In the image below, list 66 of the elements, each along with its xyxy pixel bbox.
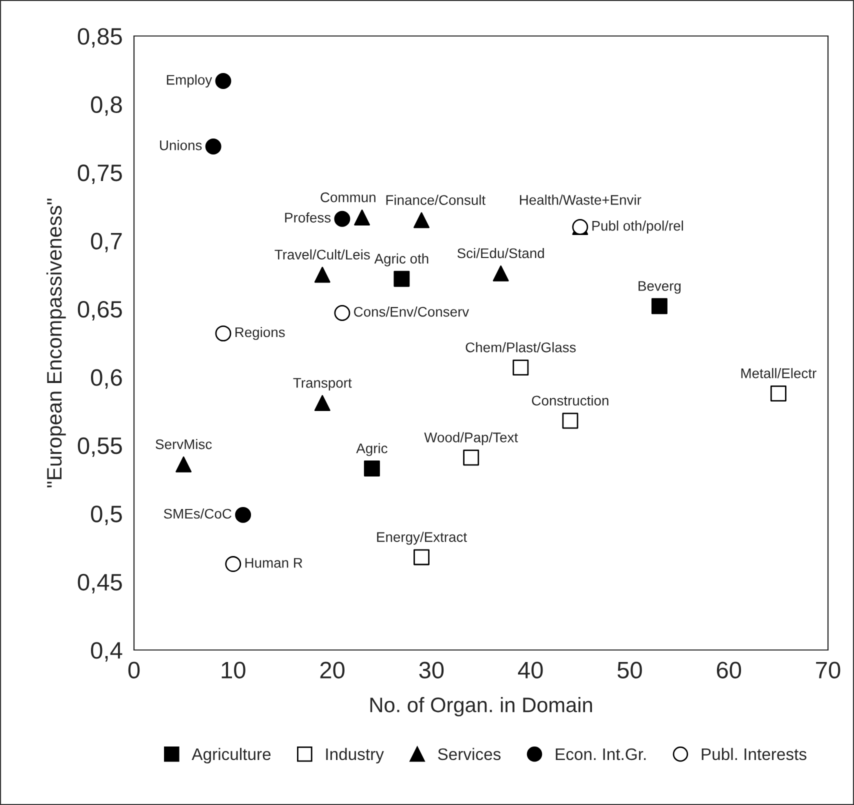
x-tick-label: 50 xyxy=(618,662,642,678)
annotation: Unions xyxy=(160,140,202,150)
y-tick-label: 0,6 xyxy=(90,369,122,389)
annotation: Energy/Extract xyxy=(377,532,467,545)
point xyxy=(334,210,350,227)
point xyxy=(463,450,480,466)
x-tick-label: 10 xyxy=(222,662,246,678)
y-tick-label: 0,75 xyxy=(78,164,122,184)
x-tick-label: 30 xyxy=(419,662,444,678)
point xyxy=(414,549,430,566)
point xyxy=(770,386,786,402)
point xyxy=(562,412,578,429)
y-tick-label: 0,7 xyxy=(90,232,122,252)
annotation: Regions xyxy=(235,326,285,340)
point xyxy=(394,270,410,287)
point xyxy=(176,456,192,472)
y-tick-label: 0,45 xyxy=(78,574,122,594)
point xyxy=(314,266,330,283)
y-tick-label: 0,5 xyxy=(90,506,122,526)
annotation: Commun xyxy=(320,192,376,202)
y-tick-label: 0,85 xyxy=(78,28,122,48)
point xyxy=(215,73,232,90)
annotation: Profess xyxy=(285,212,331,223)
annotation: Wood/Pap/Text xyxy=(424,432,518,446)
annotation: Chem/Plast/Glass xyxy=(466,342,576,352)
legend-label: Services xyxy=(438,748,501,760)
annotation: ServMisc xyxy=(156,438,212,450)
legend-label: Econ. Int.Gr. xyxy=(556,748,646,760)
y-tick-label: 0,55 xyxy=(78,437,122,457)
annotation: Travel/Cult/Leis xyxy=(274,249,370,260)
annotation: Health/Waste+Envir xyxy=(520,194,642,205)
legend-label: Publ. Interests xyxy=(702,748,806,760)
x-tick-label: 40 xyxy=(518,662,543,678)
point xyxy=(364,460,380,477)
x-tick-label: 20 xyxy=(320,662,344,678)
annotation: Employ xyxy=(166,74,212,88)
annotation: Cons/Env/Conserv xyxy=(354,306,470,317)
y-tick-label: 0,65 xyxy=(78,300,122,320)
annotation: Agric oth xyxy=(374,253,428,266)
point xyxy=(314,395,330,412)
x-tick-label: 70 xyxy=(816,662,840,678)
annotation: Sci/Edu/Stand xyxy=(457,248,544,258)
point xyxy=(492,265,509,282)
point xyxy=(354,209,370,226)
annotation: Construction xyxy=(532,395,608,406)
x-tick-label: 60 xyxy=(716,662,742,678)
y-axis-title: "European Encompassiveness" xyxy=(46,198,66,488)
x-tick-label: 0 xyxy=(128,662,140,678)
annotation: Beverg xyxy=(638,281,681,294)
point xyxy=(205,138,222,154)
y-tick-label: 0,4 xyxy=(90,642,122,662)
y-tick-label: 0,8 xyxy=(90,96,122,116)
legend-label: Agriculture xyxy=(192,748,271,764)
legend-label: Industry xyxy=(326,748,384,764)
x-axis-title: No. of Organ. in Domain xyxy=(370,697,592,716)
annotation: Finance/Consult xyxy=(386,194,486,205)
point xyxy=(512,360,529,376)
annotation: Transport xyxy=(293,378,352,391)
annotation: Agric xyxy=(356,443,388,456)
point xyxy=(651,298,668,314)
point xyxy=(414,212,430,228)
annotation: Publ oth/pol/rel xyxy=(592,220,683,234)
annotation: Metall/Electr xyxy=(741,368,816,378)
annotation: SMEs/CoC xyxy=(164,508,232,519)
annotation: Human R xyxy=(245,558,302,568)
point xyxy=(235,506,252,523)
